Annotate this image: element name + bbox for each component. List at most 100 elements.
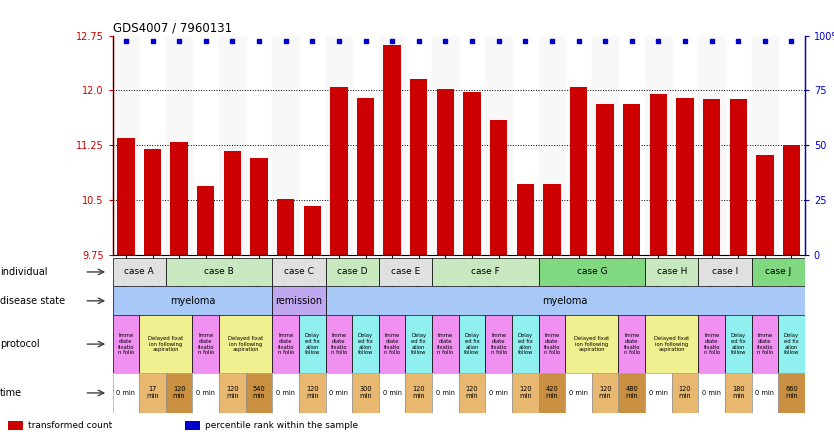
Bar [410,79,427,255]
Bar [224,151,241,255]
Text: Imme
diate
fixatio
n follo: Imme diate fixatio n follo [544,333,560,355]
Text: case B: case B [204,267,234,277]
Text: 120
min: 120 min [413,386,425,400]
Text: 660
min: 660 min [785,386,798,400]
Text: Imme
diate
fixatio
n follo: Imme diate fixatio n follo [624,333,640,355]
Text: 0 min: 0 min [329,390,349,396]
Bar [645,315,698,373]
Text: 120
min: 120 min [465,386,479,400]
Bar [698,36,725,255]
Bar [539,315,565,373]
Bar [325,258,379,286]
Bar [246,373,273,413]
Bar [197,186,214,255]
Text: 0 min: 0 min [117,390,135,396]
Bar [139,373,166,413]
Text: case C: case C [284,267,314,277]
Bar [325,373,352,413]
Bar [539,258,645,286]
Bar [113,36,139,255]
Bar [113,373,139,413]
Text: Imme
diate
fixatio
n follo: Imme diate fixatio n follo [198,333,214,355]
Bar [273,373,299,413]
Bar [698,373,725,413]
Bar [619,315,645,373]
Bar [459,315,485,373]
Text: 0 min: 0 min [196,390,215,396]
Text: 17
min: 17 min [146,386,158,400]
Text: case A: case A [124,267,154,277]
Bar [273,286,325,315]
Text: myeloma: myeloma [170,296,215,306]
Text: individual: individual [0,267,48,277]
Text: time: time [0,388,23,398]
Text: Imme
diate
fixatio
n follo: Imme diate fixatio n follo [756,333,773,355]
Bar [756,155,773,255]
Bar [273,315,299,373]
Bar [539,373,565,413]
Bar [485,36,512,255]
Bar [330,87,348,255]
Bar [437,89,454,255]
Bar [166,36,193,255]
Bar [778,373,805,413]
Bar [193,315,219,373]
Text: case H: case H [656,267,687,277]
Bar [379,315,405,373]
Text: Delay
ed fix
ation
follow: Delay ed fix ation follow [731,333,746,355]
Text: 120
min: 120 min [173,386,185,400]
Bar [703,99,721,255]
Bar [645,36,671,255]
Bar [273,36,299,255]
Bar [432,258,539,286]
Bar [113,315,139,373]
Text: Imme
diate
fixatio
n follo: Imme diate fixatio n follo [490,333,507,355]
Text: case J: case J [765,267,791,277]
Text: 0 min: 0 min [569,390,588,396]
Text: 120
min: 120 min [306,386,319,400]
Bar [219,315,273,373]
Bar [751,36,778,255]
Bar [379,258,432,286]
Text: Delay
ed fix
ation
follow: Delay ed fix ation follow [784,333,799,355]
Bar [325,315,352,373]
Bar [730,99,747,255]
Text: Delayed fixat
ion following
aspiration: Delayed fixat ion following aspiration [148,336,183,353]
Text: Imme
diate
fixatio
n follo: Imme diate fixatio n follo [437,333,454,355]
Text: protocol: protocol [0,339,40,349]
Bar [8,421,23,430]
Bar [516,184,534,255]
Bar [273,258,325,286]
Text: Delay
ed fix
ation
follow: Delay ed fix ation follow [518,333,533,355]
Text: 120
min: 120 min [679,386,691,400]
Bar [405,373,432,413]
Text: 0 min: 0 min [383,390,402,396]
Text: 480
min: 480 min [626,386,638,400]
Bar [299,373,325,413]
Text: Imme
diate
fixatio
n follo: Imme diate fixatio n follo [118,333,134,355]
Bar [671,373,698,413]
Text: Imme
diate
fixatio
n follo: Imme diate fixatio n follo [703,333,720,355]
Bar [512,373,539,413]
Bar [645,373,671,413]
Text: Delayed fixat
ion following
aspiration: Delayed fixat ion following aspiration [574,336,610,353]
Bar [490,120,507,255]
Bar [565,315,619,373]
Bar [166,373,193,413]
Bar [623,103,641,255]
Bar [543,184,560,255]
Text: 0 min: 0 min [436,390,455,396]
Bar [166,258,273,286]
Text: 180
min: 180 min [732,386,745,400]
Bar [219,36,246,255]
Text: 420
min: 420 min [545,386,558,400]
Bar [751,373,778,413]
Bar [432,315,459,373]
Bar [379,36,405,255]
Bar [485,373,512,413]
Text: Delay
ed fix
ation
follow: Delay ed fix ation follow [411,333,426,355]
Text: 0 min: 0 min [649,390,668,396]
Bar [464,92,480,255]
Bar [565,373,592,413]
Bar [113,258,166,286]
